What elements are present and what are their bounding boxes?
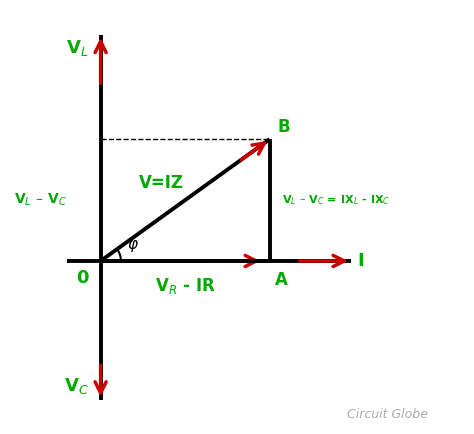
Text: B: B (278, 118, 291, 136)
Text: A: A (275, 271, 288, 289)
Text: 0: 0 (76, 269, 89, 287)
Text: φ: φ (128, 237, 137, 252)
Text: V$_C$: V$_C$ (64, 376, 89, 396)
Text: V$_L$ – V$_C$: V$_L$ – V$_C$ (14, 192, 67, 208)
Text: V=IZ: V=IZ (139, 174, 184, 192)
Text: V$_R$ - IR: V$_R$ - IR (155, 276, 216, 296)
Text: I: I (357, 252, 364, 270)
Text: Circuit Globe: Circuit Globe (347, 408, 428, 421)
Text: V$_L$ – V$_C$ = IX$_L$ - IX$_C$: V$_L$ – V$_C$ = IX$_L$ - IX$_C$ (282, 193, 390, 207)
Text: V$_L$: V$_L$ (66, 38, 89, 58)
